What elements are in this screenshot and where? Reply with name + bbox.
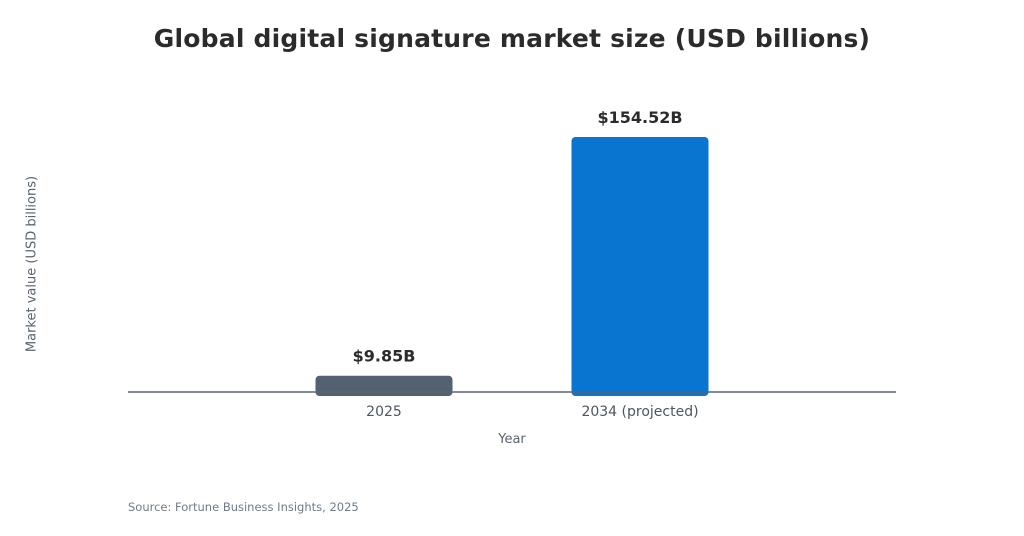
chart-title: Global digital signature market size (US… — [153, 24, 871, 53]
bar-0 — [315, 375, 453, 396]
x-tick-label-0: 2025 — [366, 404, 402, 420]
data-label-1: $154.52B — [597, 108, 682, 127]
bar-1 — [571, 137, 709, 396]
x-tick-label-1: 2034 (projected) — [581, 404, 698, 420]
source-note: Source: Fortune Business Insights, 2025 — [128, 500, 359, 514]
x-axis-label: Year — [498, 432, 526, 447]
data-label-0: $9.85B — [353, 347, 416, 366]
